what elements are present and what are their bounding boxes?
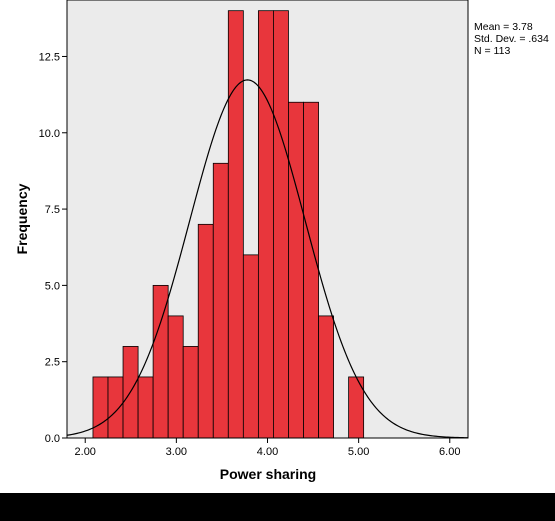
- histogram-bar: [182, 346, 199, 439]
- y-tick-label: 10.0: [39, 128, 60, 140]
- y-tick-label: 0.0: [45, 433, 60, 445]
- x-axis-title: Power sharing: [220, 466, 316, 482]
- histogram-bar: [92, 376, 109, 439]
- histogram-bar: [288, 101, 304, 439]
- x-tick-label: 6.00: [439, 446, 460, 458]
- histogram-bar: [257, 10, 274, 439]
- y-tick-label: 12.5: [39, 51, 60, 63]
- stat-n: N = 113: [474, 45, 511, 57]
- histogram-bar: [318, 315, 334, 439]
- stats-box: Mean = 3.78 Std. Dev. = .634 N = 113: [474, 21, 549, 57]
- x-tick-label: 2.00: [75, 446, 96, 458]
- y-axis-title: Frequency: [14, 183, 30, 254]
- x-tick-label: 5.00: [348, 446, 369, 458]
- histogram-bar: [107, 376, 124, 439]
- stat-mean: Mean = 3.78: [474, 21, 533, 33]
- histogram-bar: [273, 10, 289, 439]
- footer-bar: [0, 493, 555, 521]
- histogram-bar: [212, 162, 229, 439]
- histogram-bar: [167, 315, 184, 439]
- x-axis: 2.00 3.00 4.00 5.00 6.00: [75, 438, 460, 458]
- histogram-bar: [227, 10, 244, 439]
- histogram-bar: [242, 254, 259, 439]
- histogram-bar: [197, 223, 214, 439]
- y-tick-label: 2.5: [45, 357, 60, 369]
- histogram-bar: [152, 284, 169, 439]
- histogram-bar: [303, 101, 319, 439]
- y-tick-label: 7.5: [45, 204, 60, 216]
- normal-curve: [66, 79, 469, 439]
- y-axis: 0.0 2.5 5.0 7.5 10.0 12.5: [39, 51, 67, 445]
- x-tick-label: 3.00: [166, 446, 187, 458]
- histogram-bar: [137, 376, 154, 439]
- x-tick-label: 4.00: [257, 446, 278, 458]
- y-tick-label: 5.0: [45, 280, 60, 292]
- stat-sd: Std. Dev. = .634: [474, 33, 549, 45]
